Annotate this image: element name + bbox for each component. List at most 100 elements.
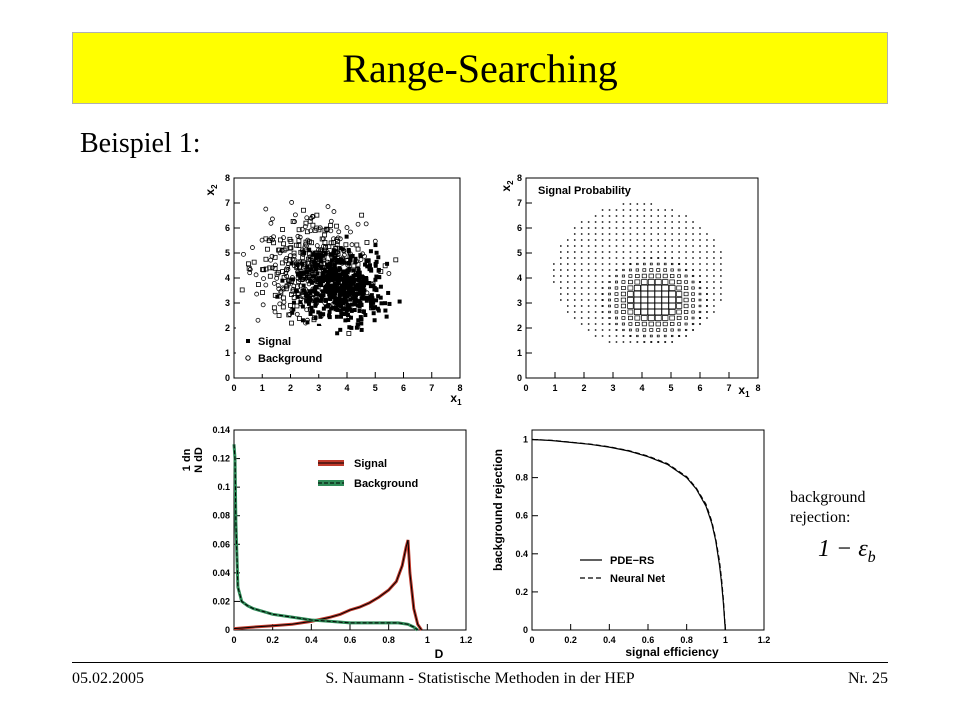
signal-point — [342, 312, 347, 317]
signal-point — [342, 307, 347, 312]
x-tick-label: 0.6 — [344, 635, 357, 645]
probability-cell — [636, 209, 639, 211]
probability-cell — [615, 251, 618, 253]
probability-cell — [654, 302, 662, 310]
probability-cell — [683, 286, 689, 290]
background-point — [335, 251, 341, 257]
probability-cell — [580, 245, 583, 247]
signal-point — [338, 308, 343, 313]
probability-cell — [621, 280, 626, 284]
probability-cell — [684, 328, 688, 332]
signal-point — [333, 266, 338, 271]
probability-cell — [580, 323, 583, 325]
probability-cell — [608, 257, 611, 259]
x-axis-label: signal efficiency — [625, 645, 719, 659]
y-axis-label: x2 — [203, 184, 219, 196]
signal-point — [298, 275, 303, 280]
probability-cell — [636, 215, 639, 217]
signal-point — [364, 279, 369, 284]
probability-cell — [629, 203, 632, 205]
probability-cell — [560, 269, 562, 271]
legend-label-neural-net: Neural Net — [610, 573, 665, 585]
probability-cell — [650, 203, 653, 205]
signal-point — [280, 278, 285, 283]
signal-point — [334, 305, 339, 310]
background-point — [271, 280, 277, 286]
signal-point — [339, 304, 344, 309]
signal-point — [298, 270, 303, 275]
probability-cell — [614, 310, 619, 314]
signal-point — [327, 273, 332, 278]
slide-subtitle: Beispiel 1: — [80, 128, 201, 159]
probability-cell — [661, 296, 669, 304]
y-tick-label: 1 — [225, 348, 230, 358]
probability-cell — [566, 257, 569, 259]
probability-cell — [608, 317, 611, 319]
background-point — [294, 311, 300, 317]
signal-point — [334, 314, 339, 319]
probability-cell — [676, 309, 682, 315]
background-point — [348, 229, 353, 235]
probability-cell — [643, 215, 646, 217]
probability-cell — [650, 257, 653, 259]
signal-point — [315, 271, 320, 276]
signal-point — [357, 308, 362, 313]
probability-cell — [643, 334, 646, 338]
formula-main: 1 − ε — [818, 536, 868, 562]
probability-cell — [706, 233, 708, 235]
signal-point — [296, 271, 301, 276]
probability-cell — [622, 209, 625, 211]
probability-cell — [643, 257, 646, 259]
probability-cell — [614, 286, 619, 290]
probability-cell — [657, 257, 660, 259]
probability-cell — [706, 275, 708, 277]
probability-cell — [664, 251, 666, 253]
signal-point — [338, 327, 343, 332]
background-point — [328, 223, 334, 228]
probability-cell — [699, 323, 701, 325]
probability-cell — [608, 251, 611, 253]
probability-cell — [594, 263, 597, 265]
signal-point — [374, 250, 379, 255]
probability-cell — [647, 296, 655, 304]
probability-cell — [713, 263, 715, 265]
probability-cell — [662, 279, 669, 285]
signal-point — [344, 285, 349, 290]
signal-point — [352, 308, 357, 313]
probability-cell — [601, 305, 604, 307]
signal-point — [347, 305, 352, 310]
x-tick-label: 7 — [429, 383, 434, 393]
signal-point — [345, 312, 350, 317]
signal-point — [354, 325, 359, 330]
probability-cell — [668, 309, 676, 315]
probability-cell — [560, 281, 562, 283]
signal-point — [314, 266, 319, 271]
background-point — [259, 237, 265, 243]
probability-cell — [573, 299, 576, 301]
probability-cell — [614, 298, 619, 302]
signal-point — [330, 266, 335, 271]
y-axis-label-sub: 2 — [506, 180, 515, 185]
probability-cell — [573, 269, 576, 271]
probability-cell — [587, 287, 590, 289]
probability-cell — [678, 215, 680, 217]
probability-cell — [654, 315, 662, 321]
background-point — [286, 281, 292, 287]
background-point — [363, 221, 369, 227]
probability-cell — [654, 308, 662, 316]
probability-cell — [657, 239, 660, 241]
signal-point — [364, 298, 369, 303]
x-axis-label: x1 — [738, 383, 750, 399]
signal-point — [384, 314, 389, 319]
signal-point — [362, 296, 367, 301]
background-point — [337, 236, 343, 242]
probability-cell — [649, 268, 654, 272]
probability-cell — [615, 257, 618, 259]
probability-cell — [580, 305, 583, 307]
background-point — [343, 242, 349, 248]
signal-point — [348, 315, 353, 320]
y-tick-label: 5 — [517, 248, 522, 258]
signal-point — [291, 300, 296, 305]
background-point — [270, 237, 275, 243]
signal-point — [345, 294, 350, 299]
